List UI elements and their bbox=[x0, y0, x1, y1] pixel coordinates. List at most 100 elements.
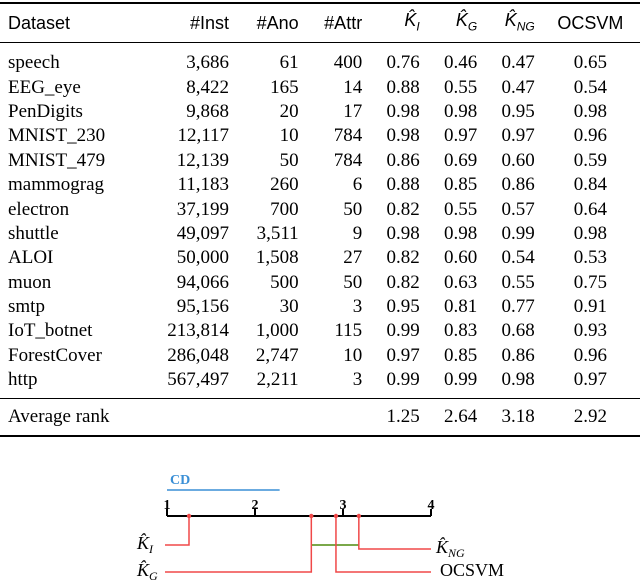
table-cell: ForestCover bbox=[8, 344, 102, 366]
table-cell: 0.99 bbox=[386, 369, 420, 391]
table-cell: 567,497 bbox=[167, 369, 230, 391]
table-cell: 0.85 bbox=[443, 174, 478, 196]
table-cell: 2,747 bbox=[255, 344, 299, 366]
table-cell: 12,139 bbox=[176, 149, 230, 171]
table-cell: 14 bbox=[343, 76, 363, 98]
average-value: 3.18 bbox=[483, 398, 541, 438]
header-row: Dataset #Inst #Ano #Attr K̂I K̂G K̂NG OCSVM bbox=[0, 2, 640, 43]
column-header: OCSVM bbox=[540, 2, 640, 43]
table-cell: 0.83 bbox=[443, 320, 478, 342]
table-cell: 0.97 bbox=[501, 125, 535, 147]
header-text: #Inst bbox=[189, 13, 230, 33]
table-cell: 260 bbox=[270, 174, 299, 196]
table-row: shuttle 49,097 3,511 9 0.98 0.98 0.99 0.98 bbox=[0, 222, 640, 246]
table-cell: 0.98 bbox=[501, 369, 535, 391]
header-text: OCSVM bbox=[557, 13, 624, 33]
table-cell: 0.75 bbox=[573, 271, 607, 293]
rank-marker bbox=[333, 513, 339, 519]
table-cell: 0.99 bbox=[386, 320, 420, 342]
header-text: Dataset bbox=[8, 13, 71, 33]
table-cell: 0.60 bbox=[443, 247, 478, 269]
table-row: mammograg 11,183 260 6 0.88 0.85 0.86 0.84 bbox=[0, 173, 640, 197]
table-row: speech 3,686 61 400 0.76 0.46 0.47 0.65 bbox=[0, 43, 640, 76]
table-cell: 27 bbox=[343, 247, 363, 269]
table-cell: 0.99 bbox=[443, 369, 478, 391]
table-cell: PenDigits bbox=[8, 100, 83, 122]
table-cell: 12,117 bbox=[177, 125, 230, 147]
table-cell: MNIST_230 bbox=[8, 125, 106, 147]
table-cell: 0.86 bbox=[501, 344, 535, 366]
table-cell: 0.86 bbox=[386, 149, 420, 171]
table-cell: 0.82 bbox=[386, 247, 420, 269]
table-cell: 0.97 bbox=[443, 125, 478, 147]
table-cell: 94,066 bbox=[176, 271, 230, 293]
table-cell: 0.98 bbox=[386, 100, 420, 122]
table-row: electron 37,199 700 50 0.82 0.55 0.57 0.64 bbox=[0, 197, 640, 221]
table-cell: 3,686 bbox=[186, 52, 230, 74]
column-header: K̂I bbox=[368, 2, 426, 43]
table-cell: 17 bbox=[343, 100, 363, 122]
tick-label: 1 bbox=[164, 498, 171, 513]
table-cell: 50 bbox=[343, 271, 363, 293]
table-cell: 0.91 bbox=[573, 296, 607, 318]
table-cell: 3,511 bbox=[256, 222, 299, 244]
average-value: 1.25 bbox=[368, 398, 426, 438]
table-cell: 10 bbox=[279, 125, 299, 147]
table-cell: 30 bbox=[279, 296, 299, 318]
table-cell: 286,048 bbox=[167, 344, 230, 366]
kernel-subscript: I bbox=[416, 19, 420, 34]
rank-marker bbox=[186, 513, 192, 519]
table-cell: 213,814 bbox=[167, 320, 230, 342]
table-cell: 0.96 bbox=[573, 344, 607, 366]
rank-line bbox=[165, 516, 313, 573]
table-cell: 3 bbox=[352, 296, 363, 318]
method-subscript: G bbox=[149, 569, 158, 582]
table-row: http 567,497 2,211 3 0.99 0.99 0.98 0.97 bbox=[0, 368, 640, 399]
header-text: #Attr bbox=[324, 13, 363, 33]
method-label: K̂G bbox=[136, 560, 158, 582]
kernel-symbol: K̂ bbox=[455, 9, 468, 30]
table-row: muon 94,066 500 50 0.82 0.63 0.55 0.75 bbox=[0, 271, 640, 295]
table-cell: 784 bbox=[333, 149, 363, 171]
table-cell: 0.55 bbox=[443, 76, 478, 98]
table-cell: 0.97 bbox=[386, 344, 420, 366]
table-cell: shuttle bbox=[8, 222, 59, 244]
column-header: #Attr bbox=[304, 2, 369, 43]
table-row: EEG_eye 8,422 165 14 0.88 0.55 0.47 0.54 bbox=[0, 75, 640, 99]
table-row: smtp 95,156 30 3 0.95 0.81 0.77 0.91 bbox=[0, 295, 640, 319]
table-cell: 0.82 bbox=[386, 198, 420, 220]
kernel-subscript: G bbox=[467, 19, 478, 34]
cd-label: CD bbox=[170, 473, 190, 488]
table-cell: 0.59 bbox=[573, 149, 607, 171]
table-cell: 700 bbox=[270, 198, 299, 220]
method-symbol: K̂ bbox=[435, 537, 449, 557]
table-cell: ALOI bbox=[8, 247, 54, 269]
table-cell: 3 bbox=[352, 369, 363, 391]
kernel-symbol: K̂ bbox=[504, 9, 517, 30]
table-cell: 0.95 bbox=[501, 100, 535, 122]
table-cell: 9,868 bbox=[186, 100, 230, 122]
table-cell: 0.97 bbox=[573, 369, 607, 391]
table-row: PenDigits 9,868 20 17 0.98 0.98 0.95 0.98 bbox=[0, 100, 640, 124]
kernel-subscript: NG bbox=[516, 19, 535, 34]
table-cell: 50 bbox=[279, 149, 299, 171]
method-subscript: NG bbox=[447, 546, 465, 560]
table-row: MNIST_479 12,139 50 784 0.86 0.69 0.60 0.59 bbox=[0, 149, 640, 173]
table-cell: 0.98 bbox=[443, 222, 478, 244]
header-text: #Ano bbox=[256, 13, 299, 33]
table-cell: 0.88 bbox=[386, 76, 420, 98]
table-cell: 0.88 bbox=[386, 174, 420, 196]
table-cell: 2,211 bbox=[256, 369, 299, 391]
table-cell: 0.57 bbox=[501, 198, 535, 220]
table-cell: 0.60 bbox=[501, 149, 535, 171]
table-cell: 1,000 bbox=[255, 320, 299, 342]
table-cell: 0.47 bbox=[501, 52, 535, 74]
table-cell: speech bbox=[8, 52, 60, 74]
table-cell: 50,000 bbox=[176, 247, 230, 269]
table-cell: 0.82 bbox=[386, 271, 420, 293]
table-cell: 400 bbox=[333, 52, 363, 74]
table-cell: 0.95 bbox=[386, 296, 420, 318]
table-cell: 0.55 bbox=[501, 271, 535, 293]
method-symbol: OCSVM bbox=[440, 560, 504, 580]
